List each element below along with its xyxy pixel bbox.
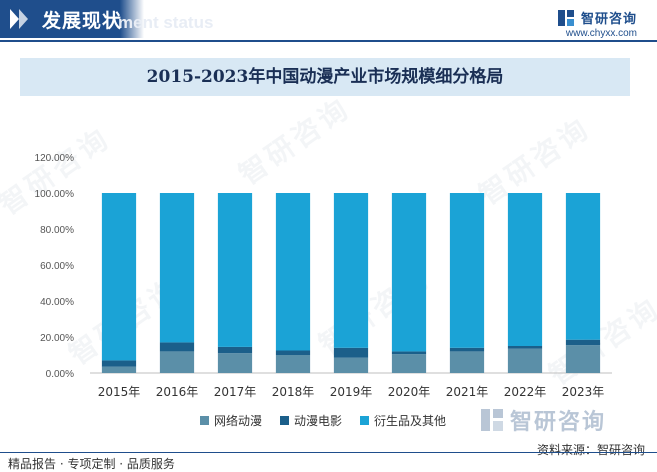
brand: 智研咨询: [557, 8, 637, 27]
bar-segment: [101, 366, 137, 373]
bar-segment: [391, 354, 427, 373]
chart-legend: 网络动漫 动漫电影 衍生品及其他: [200, 412, 446, 429]
arrow-right-icon: [10, 9, 28, 29]
y-tick-label: 20.00%: [40, 333, 74, 344]
legend-swatch: [360, 416, 370, 425]
x-tick-label: 2023年: [562, 385, 605, 399]
chart-title: 2015-2023年中国动漫产业市场规模细分格局: [146, 67, 504, 87]
x-tick-label: 2018年: [272, 385, 315, 399]
bar-segment: [391, 351, 427, 355]
y-tick-label: 60.00%: [40, 261, 74, 272]
section-header: ment status 发展现状 智研咨询 www.chyxx.com: [0, 0, 657, 44]
legend-label: 动漫电影: [294, 414, 343, 428]
section-title: 发展现状: [42, 10, 123, 32]
brand-logo-icon: [481, 409, 503, 431]
legend-swatch: [280, 416, 290, 425]
bar-segment: [159, 342, 195, 352]
x-tick-label: 2020年: [388, 385, 431, 399]
x-tick-label: 2022年: [504, 385, 547, 399]
bar-segment: [333, 357, 369, 373]
bar-segment: [391, 193, 427, 352]
x-tick-label: 2017年: [214, 385, 257, 399]
bar-segment: [333, 347, 369, 358]
x-tick-label: 2021年: [446, 385, 489, 399]
legend-item: 动漫电影: [280, 412, 342, 429]
data-source: 资料来源：智研咨询: [536, 443, 645, 457]
bar-segment: [275, 193, 311, 351]
legend-item: 衍生品及其他: [360, 412, 446, 429]
bar-segment: [217, 353, 253, 373]
header-bar-fade: [120, 0, 144, 38]
x-tick-label: 2019年: [330, 385, 373, 399]
bar-segment: [275, 350, 311, 355]
footer-note: 精品报告 · 专项定制 · 品质服务: [8, 457, 175, 471]
bar-segment: [449, 351, 485, 373]
chart-title-band: 2015-2023年中国动漫产业市场规模细分格局: [20, 58, 630, 96]
bar-segment: [507, 193, 543, 346]
bar-segment: [159, 351, 195, 373]
bar-segment: [159, 193, 195, 343]
bar-segment: [333, 193, 369, 348]
footer-logo: 智研咨询: [480, 404, 606, 436]
footer-logo-text: 智研咨询: [510, 410, 607, 435]
brand-logo-icon: [557, 9, 574, 26]
brand-name: 智研咨询: [580, 12, 637, 27]
x-tick-label: 2015年: [98, 385, 141, 399]
x-tick-label: 2016年: [156, 385, 199, 399]
y-tick-label: 100.00%: [35, 189, 75, 200]
y-tick-label: 80.00%: [40, 225, 74, 236]
legend-label: 衍生品及其他: [374, 414, 447, 428]
bar-segment: [565, 339, 601, 346]
bar-segment: [101, 360, 137, 367]
bar-segment: [101, 193, 137, 361]
bar-segment: [565, 193, 601, 340]
legend-item: 网络动漫: [200, 412, 262, 429]
section-subtitle: ment status: [118, 13, 214, 32]
legend-swatch: [200, 416, 209, 425]
bar-segment: [507, 348, 543, 373]
header-divider: [0, 40, 657, 42]
bar-segment: [217, 346, 253, 354]
bar-segment: [449, 347, 485, 352]
bar-segment: [507, 346, 543, 349]
footer-divider: [0, 452, 657, 453]
bar-segment: [449, 193, 485, 348]
bar-segment: [217, 193, 253, 347]
bar-segment: [565, 345, 601, 373]
bar-segment: [275, 355, 311, 373]
y-tick-label: 120.00%: [35, 153, 75, 164]
y-tick-label: 0.00%: [46, 369, 74, 380]
brand-url: www.chyxx.com: [565, 28, 637, 39]
legend-label: 网络动漫: [214, 414, 263, 428]
y-tick-label: 40.00%: [40, 297, 74, 308]
